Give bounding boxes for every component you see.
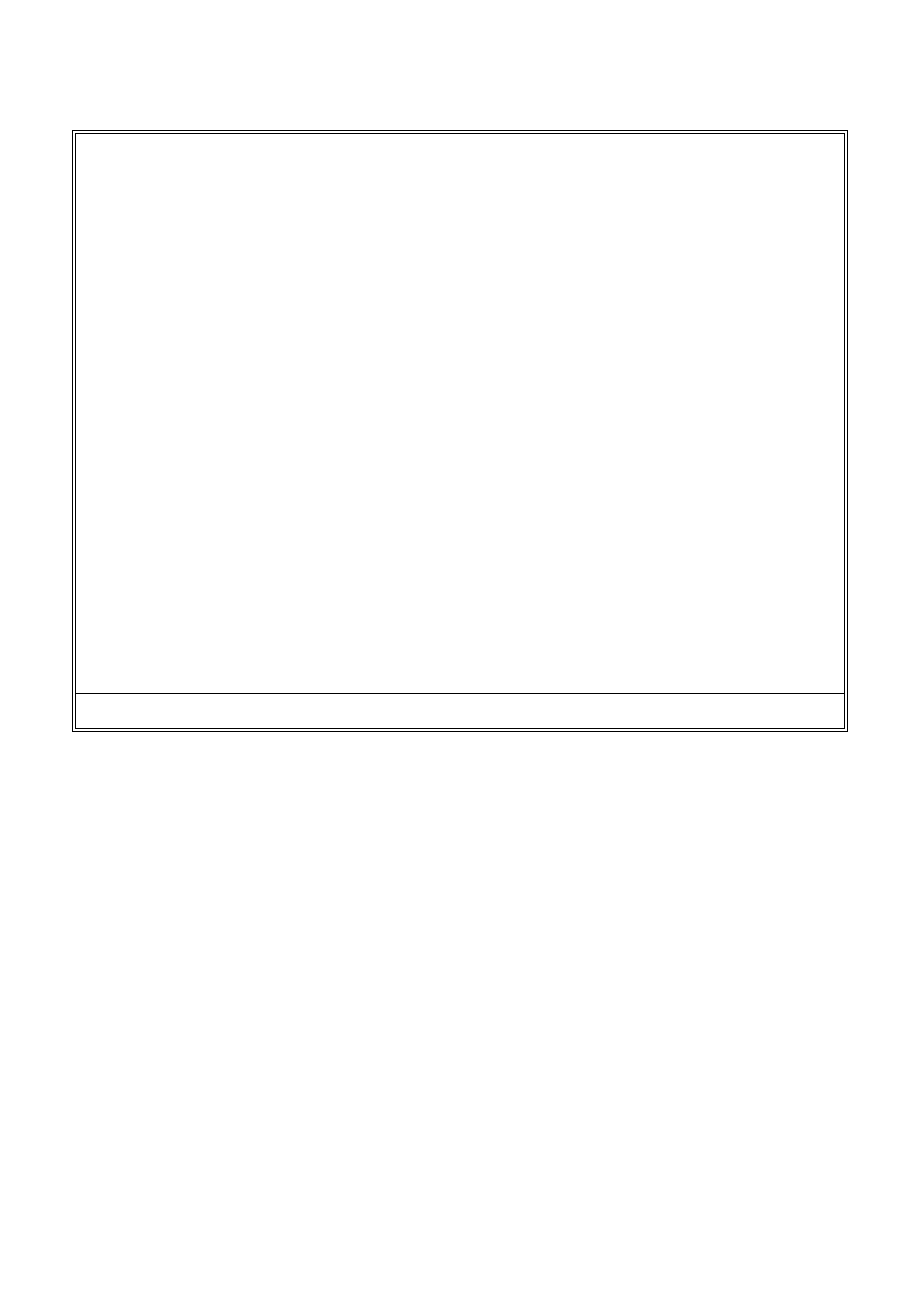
org-chart bbox=[76, 134, 844, 694]
document-page bbox=[0, 0, 920, 792]
chart-connectors bbox=[76, 134, 844, 693]
content-frame bbox=[72, 130, 848, 732]
description-text bbox=[76, 694, 844, 728]
